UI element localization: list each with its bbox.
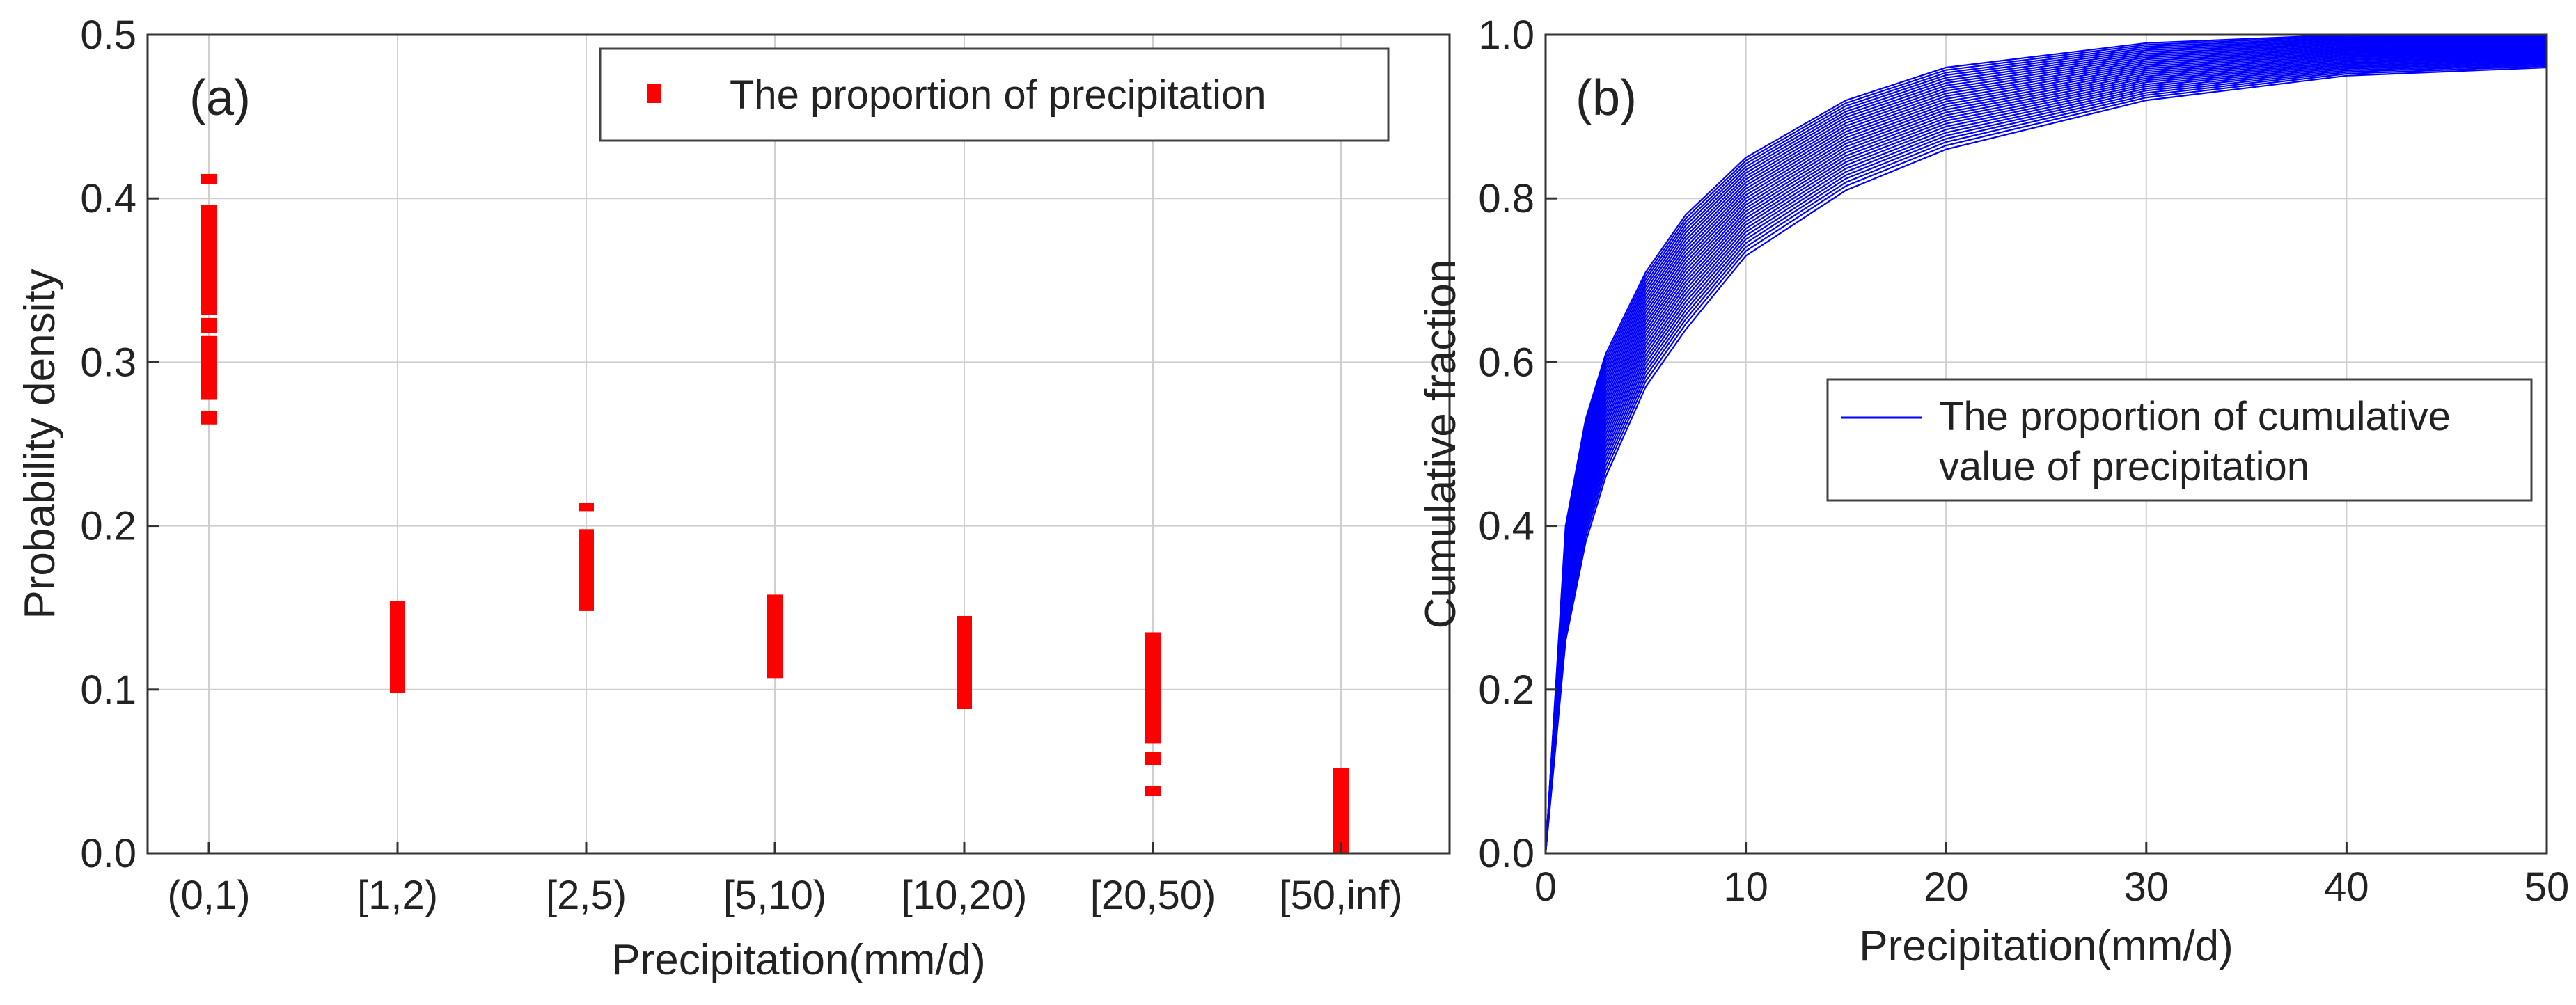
panel-a-legend-marker	[647, 84, 661, 103]
panel-a-label: (a)	[189, 70, 251, 126]
panel-a-data-bar	[957, 615, 972, 710]
panel-a-xlabel: Precipitation(mm/d)	[611, 936, 985, 984]
panel-b-series-line	[1544, 62, 2547, 854]
panel-a-legend: The proportion of precipitation	[599, 47, 1390, 142]
panel-a-data-bar	[390, 601, 405, 693]
panel-a-xtick-label: [5,10)	[723, 873, 826, 918]
panel-b-xtick-label: 40	[2324, 864, 2369, 910]
panel-a-data-bar	[579, 529, 594, 611]
panel-b-series-line	[1544, 55, 2547, 854]
panel-b-series-line	[1544, 61, 2547, 854]
panel-b-ytick-label: 1.0	[1478, 13, 1534, 58]
panel-b-xtick-label: 50	[2524, 864, 2570, 910]
panel-b-series-line	[1544, 53, 2547, 854]
panel-b-legend-box	[1826, 378, 2533, 502]
panel-b-ticks: 0 10 20 30 40 50 0.0 0.2 0.4 0.6 0.8 1.0	[1478, 13, 2569, 910]
panel-b-ytick-label: 0.8	[1478, 176, 1534, 221]
panel-a-data-bar	[767, 594, 783, 679]
panel-b-legend: The proportion of cumulative value of pr…	[1826, 378, 2533, 502]
panel-a: (0,1) [1,2) [2,5) [5,10) [10,20) [20,50) [50,i…	[16, 13, 1451, 984]
panel-b: 0 10 20 30 40 50 0.0 0.2 0.4 0.6 0.8 1.0 (b) Precip…	[1417, 13, 2569, 970]
panel-a-data-bar	[1145, 752, 1161, 765]
panel-b-xtick-label: 10	[1723, 864, 1768, 910]
panel-a-xtick-label: [2,5)	[546, 873, 627, 918]
panel-b-series-line	[1544, 54, 2547, 854]
panel-a-frame	[146, 33, 1451, 855]
panel-b-label: (b)	[1576, 70, 1637, 126]
panel-b-ytick-label: 0.2	[1478, 667, 1534, 713]
panel-a-xtick-label: (0,1)	[167, 873, 250, 918]
panel-b-series-line	[1544, 51, 2547, 854]
panel-a-ylabel: Probability density	[16, 269, 64, 619]
panel-b-ylabel: Cumulative fraction	[1417, 260, 1465, 629]
panel-b-ytick-label: 0.6	[1478, 340, 1534, 385]
panel-a-xtick-label: [1,2)	[357, 873, 438, 918]
panel-a-xtick-label: [50,inf)	[1279, 873, 1402, 918]
panel-a-ytick-label: 0.0	[80, 831, 136, 876]
panel-b-series-line	[1544, 58, 2547, 854]
panel-b-xtick-label: 30	[2124, 864, 2169, 910]
panel-a-legend-box	[599, 47, 1390, 142]
panel-a-data-bar	[201, 317, 217, 333]
panel-b-ytick-label: 0.4	[1478, 504, 1534, 549]
panel-a-data-bar	[201, 173, 217, 184]
panel-b-series-line	[1544, 33, 2547, 854]
panel-a-data-bar	[201, 335, 217, 400]
panel-a-data-bar	[201, 411, 217, 425]
panel-a-data-bar	[1145, 632, 1161, 744]
panel-a-data-bar	[1145, 786, 1161, 796]
panel-a-ytick-label: 0.5	[80, 13, 136, 58]
panel-a-legend-label: The proportion of precipitation	[730, 72, 1266, 118]
panel-a-data-bar	[579, 502, 594, 512]
panel-a-ytick-label: 0.4	[80, 176, 136, 221]
panel-b-series-line	[1544, 63, 2547, 854]
panel-b-xtick-label: 0	[1534, 864, 1557, 910]
panel-b-xlabel: Precipitation(mm/d)	[1859, 922, 2233, 970]
panel-b-series-line	[1544, 49, 2547, 854]
panel-a-ytick-label: 0.3	[80, 340, 136, 385]
panel-b-series-line	[1544, 56, 2547, 854]
panel-b-series-line	[1544, 60, 2547, 854]
panel-b-ytick-label: 0.0	[1478, 831, 1534, 876]
panel-a-ytick-label: 0.2	[80, 504, 136, 549]
panel-a-ytick-label: 0.1	[80, 667, 136, 713]
panel-a-data-bar	[1333, 768, 1349, 853]
panel-b-series-line	[1544, 66, 2547, 854]
panel-b-series-line	[1544, 65, 2547, 854]
panel-a-xtick-label: [20,50)	[1090, 873, 1216, 918]
panel-b-legend-label-1: The proportion of cumulative	[1939, 394, 2451, 439]
panel-b-legend-label-2: value of precipitation	[1939, 444, 2309, 489]
panel-b-frame	[1544, 33, 2548, 855]
panel-a-marks	[201, 173, 1349, 853]
panel-a-grid	[148, 35, 1450, 853]
panel-b-lines	[1544, 33, 2547, 854]
panel-a-xtick-label: [10,20)	[902, 873, 1028, 918]
panel-b-xtick-label: 20	[1924, 864, 1969, 910]
panel-a-ticks: (0,1) [1,2) [2,5) [5,10) [10,20) [20,50) [50,i…	[80, 13, 1402, 918]
panel-a-data-bar	[201, 205, 217, 315]
panel-b-series-line	[1544, 57, 2547, 854]
panel-b-series-line	[1544, 52, 2547, 854]
